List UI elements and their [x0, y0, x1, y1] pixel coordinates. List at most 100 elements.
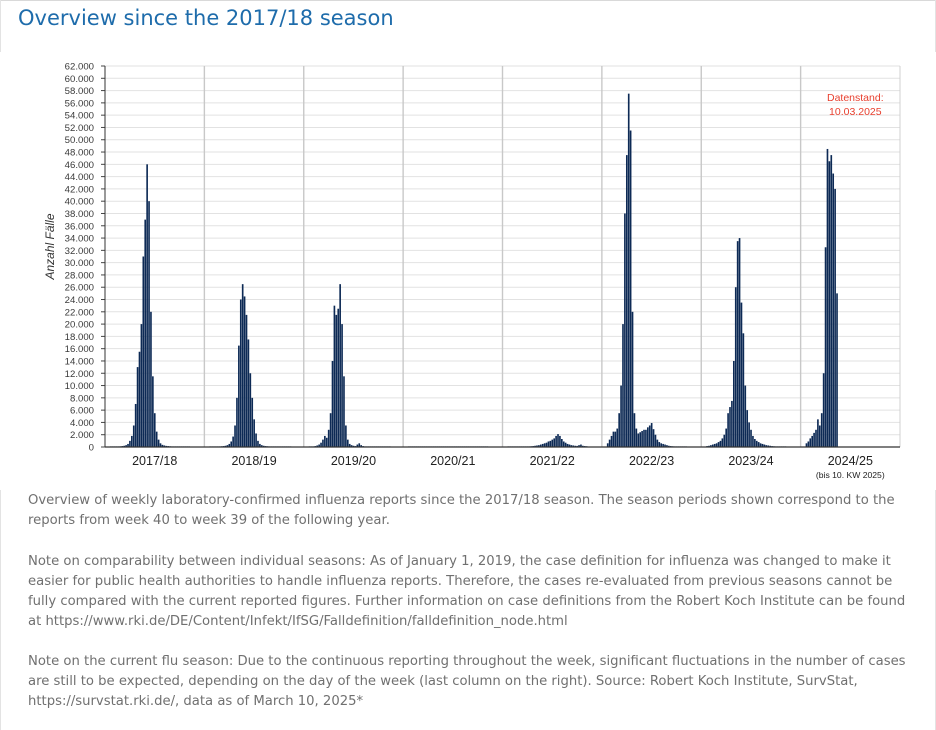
- bar: [144, 219, 147, 447]
- bar: [578, 445, 580, 447]
- bar: [734, 287, 737, 447]
- bar: [809, 438, 812, 447]
- bar: [763, 444, 766, 447]
- bar: [654, 434, 657, 447]
- bar: [234, 425, 236, 447]
- bar: [335, 314, 338, 447]
- bar: [343, 376, 345, 447]
- bar: [241, 284, 244, 447]
- bar: [819, 425, 821, 447]
- bar: [647, 427, 649, 447]
- bar: [641, 431, 643, 447]
- annotation-label: Datenstand:: [827, 92, 884, 104]
- bar: [664, 444, 666, 447]
- bar: [564, 442, 567, 447]
- bar: [817, 419, 819, 447]
- bar: [232, 436, 234, 447]
- bar: [658, 442, 661, 447]
- y-tick-label: 6.000: [70, 406, 94, 417]
- bar: [757, 442, 760, 447]
- y-tick-label: 38.000: [65, 209, 94, 220]
- y-tick-label: 54.000: [65, 111, 94, 122]
- x-tick-label: 2018/19: [231, 454, 276, 468]
- y-tick-label: 58.000: [65, 86, 94, 97]
- y-tick-label: 10.000: [65, 381, 94, 392]
- annotation-date: 10.03.2025: [829, 106, 882, 118]
- bar: [255, 433, 257, 447]
- bar: [140, 324, 143, 447]
- description-paragraph: Overview of weekly laboratory-confirmed …: [28, 493, 895, 528]
- bar: [767, 445, 770, 447]
- top-divider: [0, 0, 936, 1]
- bar: [136, 367, 139, 447]
- bar: [129, 440, 131, 447]
- bar: [131, 435, 133, 447]
- bar: [324, 435, 326, 447]
- bar: [648, 425, 651, 447]
- bar: [125, 445, 127, 447]
- bar: [238, 345, 240, 447]
- x-tick-label: 2022/23: [629, 454, 674, 468]
- bar: [352, 445, 355, 447]
- bar: [557, 434, 559, 447]
- bar: [566, 443, 569, 447]
- y-tick-label: 42.000: [65, 184, 94, 195]
- bar: [606, 443, 609, 447]
- bar: [639, 432, 641, 447]
- bar: [631, 311, 634, 447]
- bar: [754, 439, 756, 447]
- bar: [539, 444, 542, 447]
- bar: [715, 443, 718, 447]
- bar: [555, 435, 557, 447]
- bar: [157, 439, 160, 447]
- bar: [150, 311, 152, 447]
- bar: [610, 435, 613, 447]
- bar: [251, 397, 254, 447]
- bar: [652, 429, 655, 447]
- bar: [723, 434, 726, 447]
- bar: [710, 445, 712, 447]
- bar: [582, 445, 584, 447]
- bar: [662, 443, 664, 447]
- bar: [755, 440, 758, 447]
- bar: [538, 445, 540, 447]
- y-axis-title: Anzahl Fälle: [43, 213, 57, 280]
- bar: [226, 445, 229, 447]
- bar: [562, 441, 565, 447]
- bar: [748, 422, 750, 447]
- season-separators: [203, 66, 901, 447]
- bar: [713, 443, 716, 447]
- bar: [719, 440, 722, 447]
- y-tick-label: 44.000: [65, 172, 94, 183]
- bar: [163, 445, 166, 447]
- bar: [721, 438, 724, 447]
- chart-background: [0, 52, 936, 490]
- bar: [339, 284, 341, 447]
- bar: [733, 360, 735, 447]
- y-tick-label: 32.000: [65, 246, 94, 257]
- comparability-note: Note on comparability between individual…: [28, 554, 906, 629]
- bar: [752, 435, 754, 447]
- bar: [348, 443, 351, 447]
- bar: [350, 445, 353, 447]
- bar: [572, 445, 575, 447]
- bar: [635, 428, 638, 447]
- bar: [629, 130, 632, 447]
- y-tick-label: 4.000: [70, 418, 94, 429]
- bar: [836, 293, 838, 447]
- bar: [624, 213, 626, 447]
- bar: [534, 445, 536, 447]
- y-tick-label: 16.000: [65, 344, 94, 355]
- bar: [740, 302, 743, 447]
- bar: [333, 305, 336, 447]
- bar: [830, 155, 833, 447]
- y-tick-label: 62.000: [65, 62, 94, 73]
- bar: [813, 432, 815, 447]
- bar: [318, 444, 320, 447]
- bar: [243, 296, 246, 447]
- bar: [329, 413, 332, 447]
- x-tick-label: 2021/22: [530, 454, 575, 468]
- bar: [625, 155, 628, 447]
- y-tick-label: 24.000: [65, 295, 94, 306]
- bar: [650, 423, 653, 447]
